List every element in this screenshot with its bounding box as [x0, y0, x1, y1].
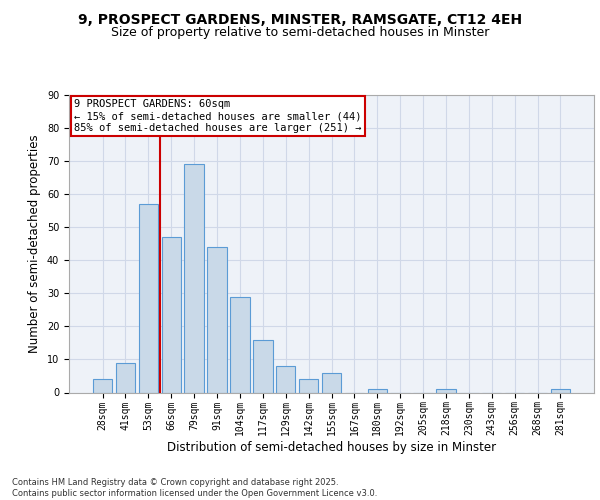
Bar: [93, 380, 112, 392]
Y-axis label: Number of semi-detached properties: Number of semi-detached properties: [28, 134, 41, 353]
Bar: [368, 389, 387, 392]
Bar: [208, 247, 227, 392]
Text: Size of property relative to semi-detached houses in Minster: Size of property relative to semi-detach…: [111, 26, 489, 39]
Bar: [161, 237, 181, 392]
Text: 9 PROSPECT GARDENS: 60sqm
← 15% of semi-detached houses are smaller (44)
85% of : 9 PROSPECT GARDENS: 60sqm ← 15% of semi-…: [74, 100, 362, 132]
Bar: [116, 363, 135, 392]
Bar: [299, 380, 319, 392]
Bar: [139, 204, 158, 392]
X-axis label: Distribution of semi-detached houses by size in Minster: Distribution of semi-detached houses by …: [167, 441, 496, 454]
Bar: [322, 372, 341, 392]
Text: Contains HM Land Registry data © Crown copyright and database right 2025.
Contai: Contains HM Land Registry data © Crown c…: [12, 478, 377, 498]
Bar: [436, 389, 455, 392]
Bar: [253, 340, 272, 392]
Bar: [184, 164, 204, 392]
Bar: [551, 389, 570, 392]
Bar: [230, 296, 250, 392]
Bar: [276, 366, 295, 392]
Text: 9, PROSPECT GARDENS, MINSTER, RAMSGATE, CT12 4EH: 9, PROSPECT GARDENS, MINSTER, RAMSGATE, …: [78, 12, 522, 26]
